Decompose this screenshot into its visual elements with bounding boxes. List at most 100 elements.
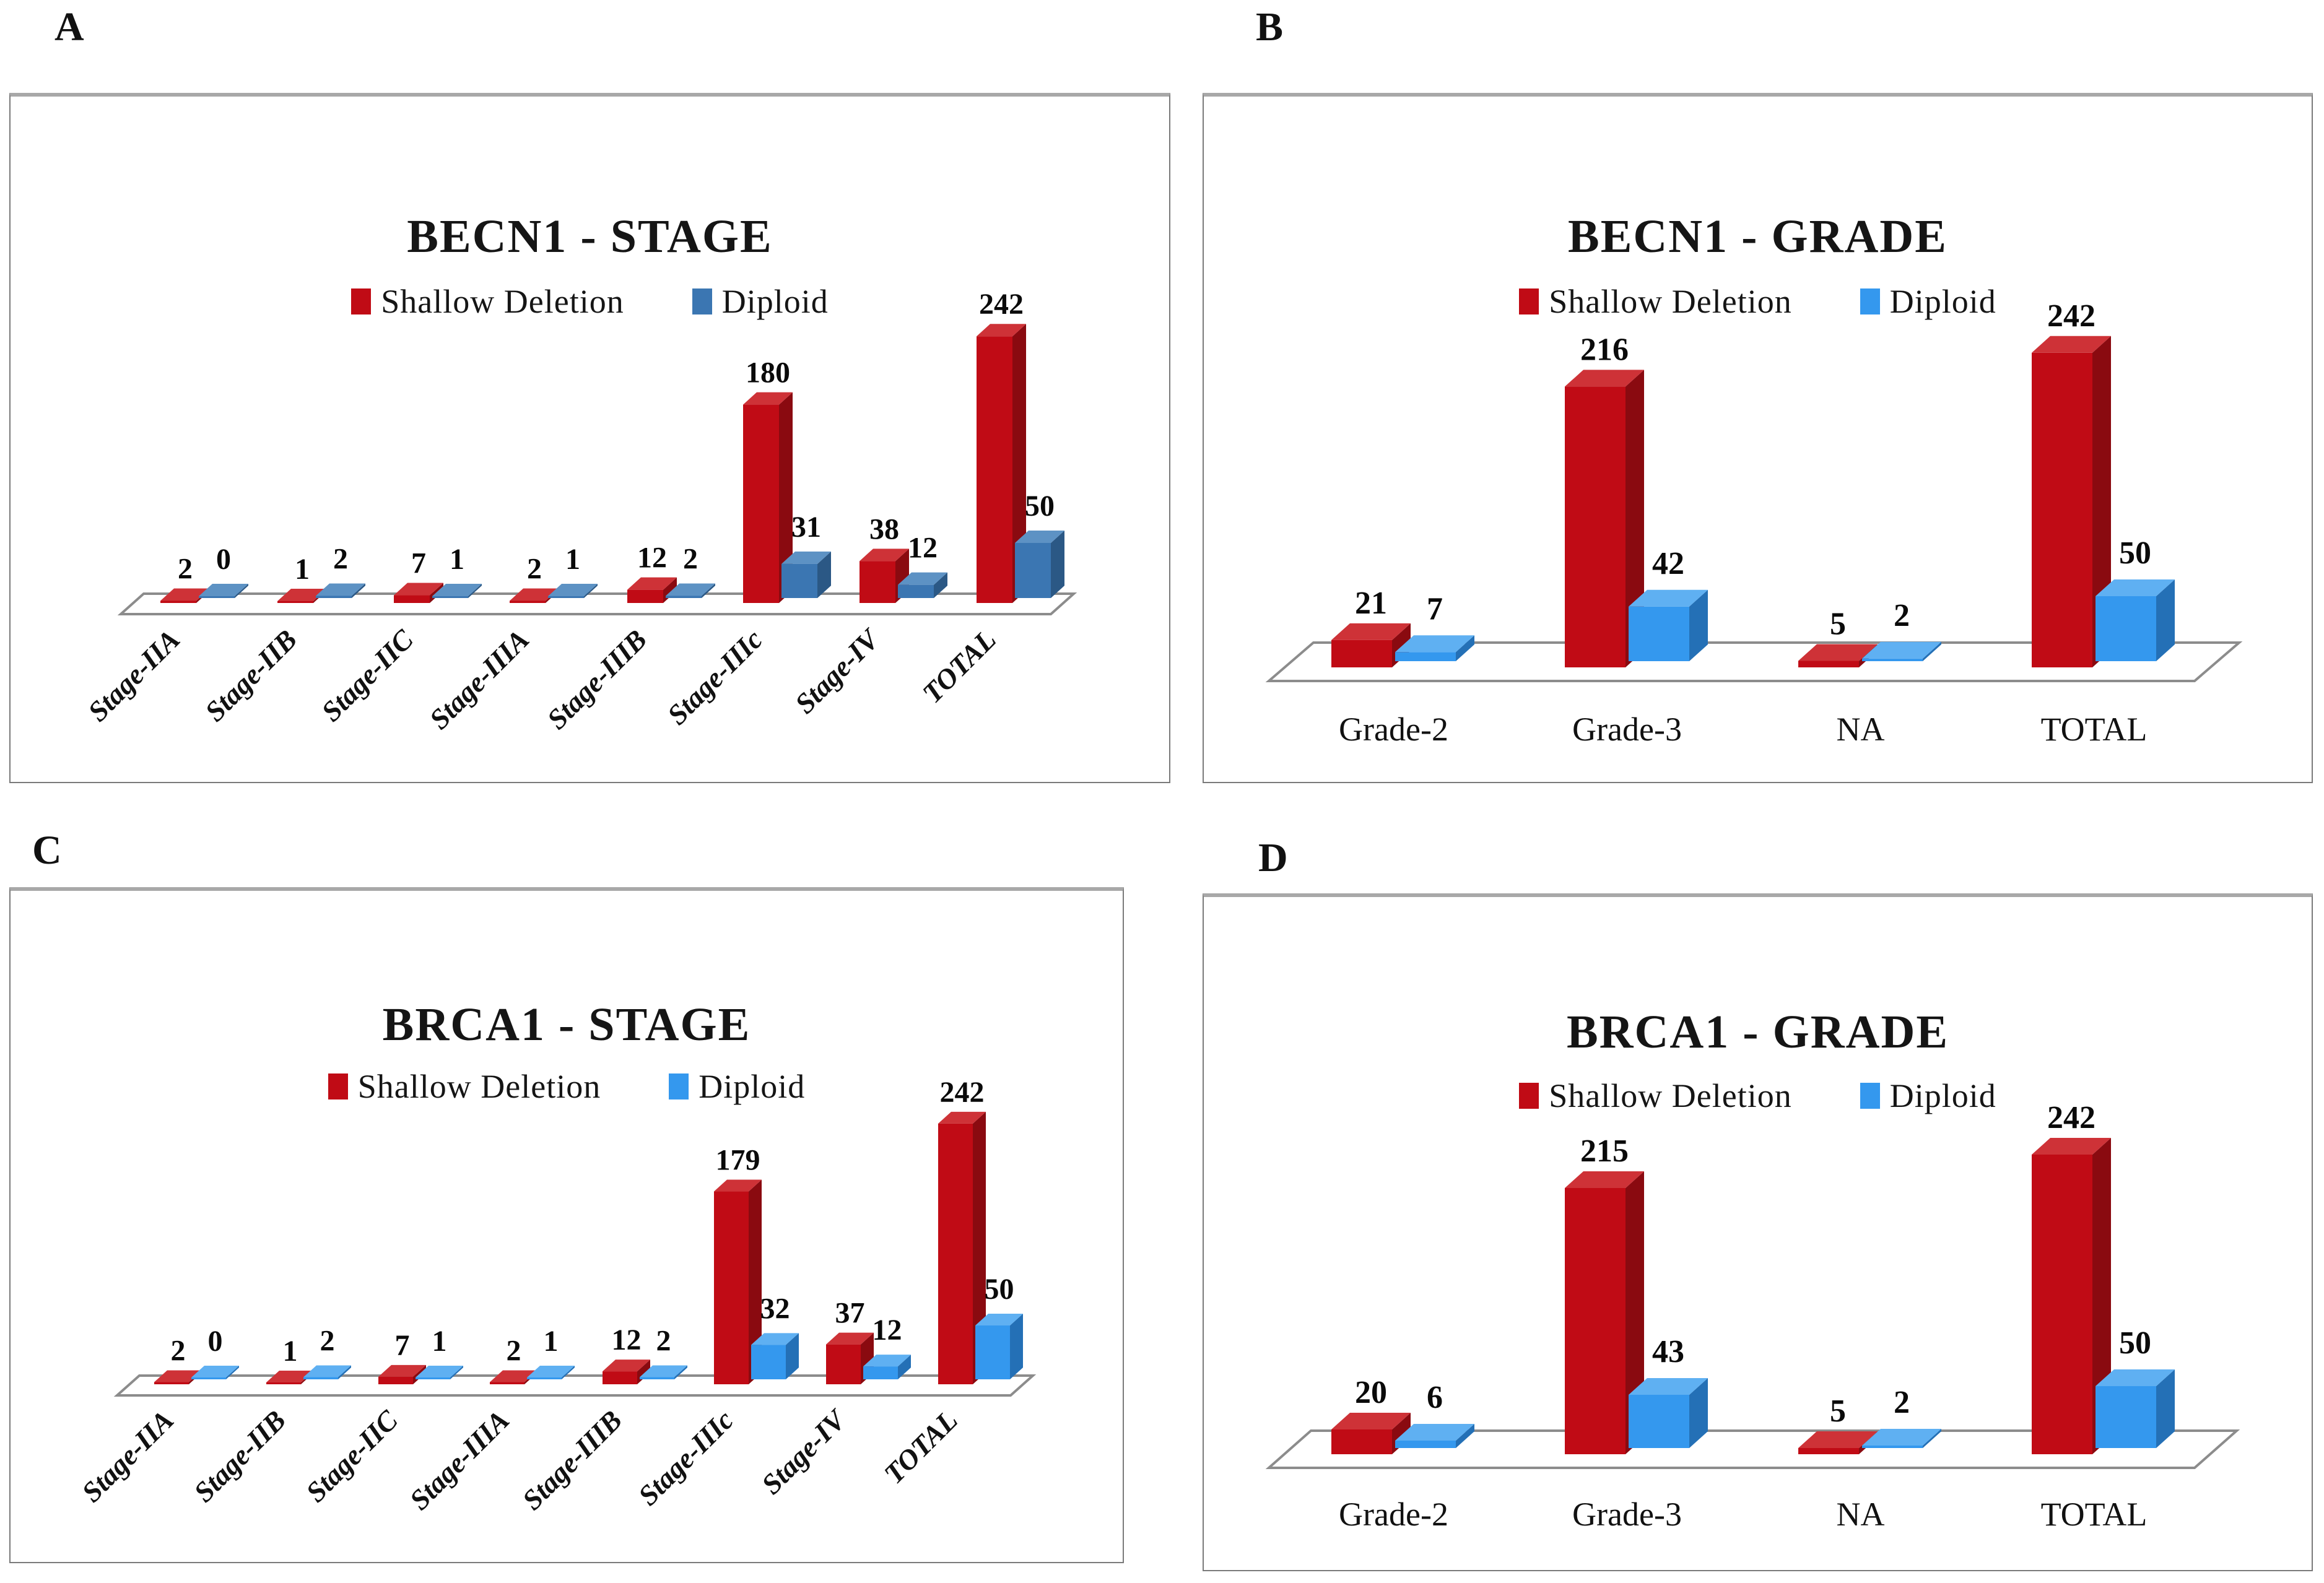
bar-shallow-deletion-stage-iiib-top-face [603, 1360, 650, 1372]
value-label-diploid-stage-iic: 1 [450, 543, 464, 576]
category-label-total: TOTAL [916, 623, 1002, 709]
bar-diploid-total-side-face [1010, 1314, 1023, 1379]
bar-shallow-deletion-grade-2-top-face [1331, 623, 1411, 640]
bar-shallow-deletion-stage-iiic-side-face [749, 1179, 762, 1384]
bar-diploid-na-side-face [1923, 641, 1941, 661]
bar-diploid-total-side-face [1051, 531, 1064, 598]
bar-diploid-na-front-face [1862, 658, 1923, 661]
bar-diploid-stage-iv-top-face [898, 572, 947, 585]
value-label-shallow-deletion-stage-iiib: 12 [637, 542, 667, 575]
bar-diploid-stage-iib-side-face [338, 1365, 351, 1379]
value-label-diploid-stage-iiib: 2 [683, 542, 698, 575]
panel-letter-b: B [1256, 4, 1284, 50]
diploid-swatch-icon [1860, 288, 1880, 314]
bar-diploid-stage-iic-side-face [468, 584, 482, 598]
bar-shallow-deletion-na-top-face [1798, 1431, 1878, 1448]
bar-diploid-total-front-face [1015, 543, 1051, 598]
bar-diploid-total-front-face [2096, 596, 2156, 661]
value-label-shallow-deletion-stage-iiic: 180 [746, 357, 790, 389]
bar-shallow-deletion-grade-3-front-face [1565, 1188, 1625, 1454]
value-label-shallow-deletion-total: 242 [940, 1076, 985, 1109]
bar-diploid-grade-3-front-face [1629, 1395, 1689, 1448]
value-label-shallow-deletion-stage-iia: 2 [171, 1335, 186, 1368]
value-label-shallow-deletion-total: 242 [979, 288, 1024, 321]
diploid-swatch-icon [692, 288, 712, 314]
bar-diploid-stage-iv-side-face [898, 1355, 911, 1379]
value-label-diploid-stage-iiia: 1 [544, 1325, 559, 1358]
legend-entry-shallow-deletion: Shallow Deletion [1519, 1077, 1791, 1115]
shallow-deletion-swatch-icon [1519, 288, 1539, 314]
chart-title-becn1-stage: BECN1 - STAGE [407, 210, 773, 263]
bar-diploid-stage-iib-front-face [316, 596, 352, 598]
bar-diploid-stage-iiia-top-face [548, 584, 598, 596]
panel-becn1-grade: BECN1 - GRADE Shallow Deletion Diploid G… [1203, 93, 2313, 783]
category-label-grade-3: Grade-3 [1572, 1496, 1682, 1533]
bar-shallow-deletion-stage-iv-front-face [860, 561, 895, 603]
legend-entry-shallow-deletion: Shallow Deletion [351, 282, 624, 321]
bar-diploid-stage-iiic-side-face [786, 1333, 799, 1379]
value-label-shallow-deletion-stage-iiia: 2 [507, 1335, 521, 1368]
value-label-shallow-deletion-stage-iiic: 179 [716, 1144, 760, 1177]
bar-shallow-deletion-total-side-face [2092, 336, 2111, 667]
bar-shallow-deletion-stage-iic-top-face [378, 1364, 426, 1377]
bar-diploid-stage-iv-front-face [863, 1366, 898, 1379]
bar-diploid-grade-2-side-face [1456, 635, 1474, 661]
legend-entry-diploid: Diploid [669, 1067, 805, 1106]
bar-diploid-stage-iiic-front-face [751, 1345, 786, 1379]
bar-diploid-total-top-face [975, 1314, 1023, 1325]
bar-shallow-deletion-stage-iiib-top-face [627, 577, 677, 590]
bar-shallow-deletion-stage-iic-top-face [394, 583, 443, 596]
bar-shallow-deletion-na-top-face [1798, 644, 1878, 661]
bar-diploid-stage-iiib-side-face [674, 1365, 687, 1379]
value-label-diploid-na: 2 [1894, 1385, 1910, 1420]
legend-label-diploid: Diploid [699, 1068, 806, 1105]
value-label-shallow-deletion-stage-iia: 2 [178, 552, 193, 585]
bar-diploid-stage-iia-front-face [191, 1377, 226, 1379]
bar-diploid-stage-iib-top-face [303, 1365, 351, 1377]
bar-shallow-deletion-stage-iv-front-face [826, 1344, 861, 1384]
plot-area-becn1-stage: Stage-IIA Stage-IIB Stage-IIC Stage-IIIA Sta… [82, 288, 1077, 735]
bar-diploid-stage-iib-side-face [352, 583, 365, 598]
bar-diploid-grade-3-side-face [1689, 1378, 1708, 1448]
bar-diploid-grade-3-top-face [1629, 589, 1708, 607]
bar-diploid-stage-iiib-side-face [702, 583, 715, 598]
bar-shallow-deletion-total-top-face [938, 1111, 986, 1124]
value-label-diploid-grade-3: 42 [1652, 546, 1684, 581]
bar-shallow-deletion-stage-iic-front-face [394, 595, 430, 603]
value-label-diploid-total: 50 [2119, 1325, 2151, 1361]
bar-shallow-deletion-total-front-face [2032, 352, 2092, 667]
bar-diploid-stage-iib-front-face [303, 1377, 338, 1379]
bar-diploid-total-top-face [2096, 1369, 2175, 1386]
plot-area-brca1-grade: Grade-2 Grade-3 NA TOTAL 20 6 215 43 5 2 242 50 [1265, 1100, 2240, 1533]
value-label-diploid-total: 50 [1025, 490, 1055, 523]
bar-diploid-stage-iiia-front-face [548, 596, 584, 598]
chart-title-becn1-grade: BECN1 - GRADE [1568, 210, 1948, 263]
bar-shallow-deletion-stage-iiib-front-face [603, 1371, 637, 1384]
legend-label-shallow-deletion: Shallow Deletion [357, 1068, 601, 1105]
value-label-diploid-grade-3: 43 [1652, 1334, 1684, 1369]
bar-diploid-total-top-face [1015, 531, 1064, 543]
bar-shallow-deletion-stage-iiia-top-face [510, 588, 559, 601]
value-label-diploid-total: 50 [985, 1273, 1014, 1306]
value-label-diploid-stage-iv: 12 [873, 1314, 902, 1347]
bar-diploid-stage-iic-front-face [416, 1377, 450, 1379]
value-label-diploid-stage-iiia: 1 [565, 543, 580, 576]
bar-diploid-stage-iv-side-face [934, 572, 947, 598]
bar-shallow-deletion-total-top-face [2032, 336, 2111, 353]
bar-diploid-total-front-face [975, 1325, 1010, 1379]
legend-label-diploid: Diploid [721, 283, 829, 320]
legend-becn1-grade: Shallow Deletion Diploid [1204, 282, 2312, 321]
bar-shallow-deletion-total-side-face [973, 1111, 986, 1384]
value-label-shallow-deletion-na: 5 [1830, 1394, 1846, 1429]
legend-label-diploid: Diploid [1889, 1077, 1996, 1114]
value-label-shallow-deletion-total: 242 [2047, 1100, 2096, 1135]
category-label-stage-iiib: Stage-IIIB [516, 1404, 628, 1516]
plot-area-brca1-stage: Stage-IIA Stage-IIB Stage-IIC Stage-IIIA Sta… [76, 1076, 1037, 1516]
value-label-shallow-deletion-grade-2: 21 [1355, 586, 1387, 621]
floor-plane [113, 1374, 1037, 1397]
shallow-deletion-swatch-icon [351, 288, 372, 314]
bar-diploid-grade-2-side-face [1456, 1424, 1474, 1448]
value-label-shallow-deletion-na: 5 [1830, 607, 1846, 642]
panel-becn1-stage: BECN1 - STAGE Shallow Deletion Diploid S… [9, 93, 1170, 783]
